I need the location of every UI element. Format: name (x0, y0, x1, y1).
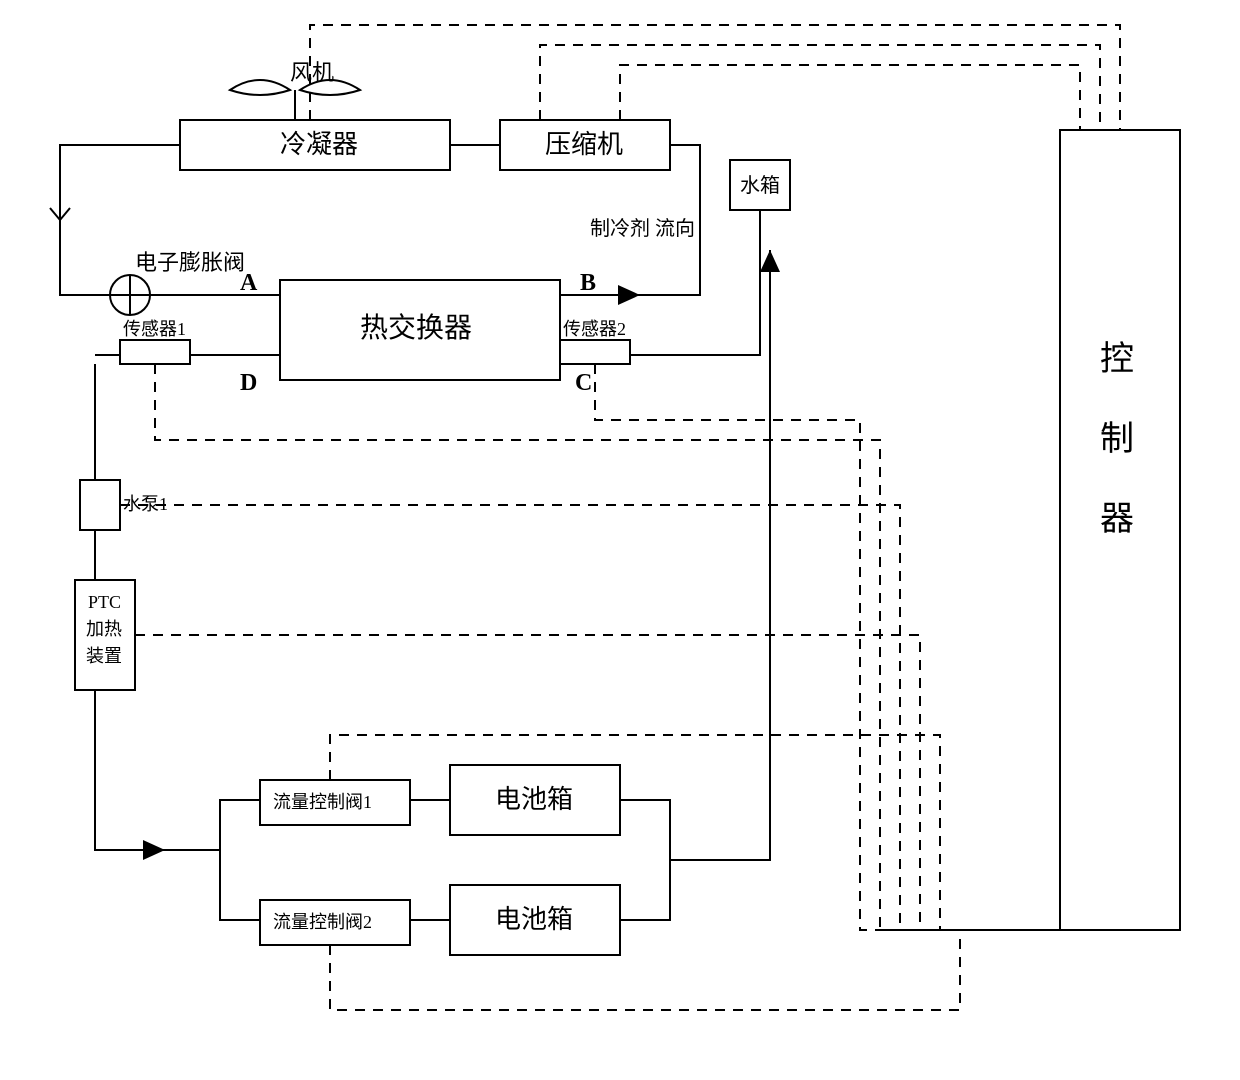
control-line (310, 25, 1120, 130)
solid-line (670, 250, 770, 860)
flow_dir-label: 制冷剂 流向 (590, 217, 695, 240)
control-line (330, 735, 1060, 930)
B-label: B (580, 270, 596, 296)
control-line (595, 364, 1060, 930)
C-label: C (575, 370, 592, 396)
exp_valve-label: 电子膨胀阀 (135, 250, 245, 275)
flow-arrowhead (143, 840, 165, 860)
bat1-label: 电池箱 (495, 785, 573, 814)
fan-label: 风机 (290, 60, 334, 85)
pump1-box (80, 480, 120, 530)
control-line (155, 364, 1060, 930)
thermal-system-diagram: 风机冷凝器 压缩机水箱制冷剂 流向电子膨胀阀热交换器 A B C D 传感器1 传感器2 水泵1… (0, 0, 1240, 1080)
sensor2-label: 传感器2 (563, 319, 626, 339)
flow-arrowhead (760, 250, 780, 272)
tank-label: 水箱 (740, 174, 780, 197)
condenser-label: 冷凝器 (280, 130, 358, 159)
bat2-label: 电池箱 (495, 905, 573, 934)
sensor1-label: 传感器1 (123, 319, 186, 339)
fan-icon (230, 80, 290, 95)
A-label: A (240, 270, 258, 296)
ctrl1-label: 控 (1100, 340, 1134, 378)
control-line (330, 930, 1060, 1010)
pump1-label: 水泵1 (123, 494, 168, 514)
sensor1-box (120, 340, 190, 364)
component-boxes-group (75, 120, 1180, 955)
sensor2-box (560, 340, 630, 364)
ctrl3-label: 器 (1100, 501, 1134, 538)
compressor-label: 压缩机 (545, 130, 623, 159)
control-lines-group (120, 25, 1120, 1010)
control-line (620, 65, 1080, 130)
flow1-label: 流量控制阀1 (273, 792, 372, 812)
solid-line (220, 850, 260, 920)
flow2-label: 流量控制阀2 (273, 912, 372, 932)
D-label: D (240, 370, 257, 396)
ptc2-label: 加热 (86, 619, 122, 639)
ptc3-label: 装置 (86, 646, 122, 666)
solid-line (95, 690, 260, 850)
control-line (540, 45, 1100, 130)
exchanger-label: 热交换器 (360, 312, 472, 344)
ptc1-label: PTC (88, 592, 121, 612)
solid-line (620, 800, 670, 920)
ctrl2-label: 制 (1100, 421, 1134, 458)
flow-arrowhead (618, 285, 640, 305)
